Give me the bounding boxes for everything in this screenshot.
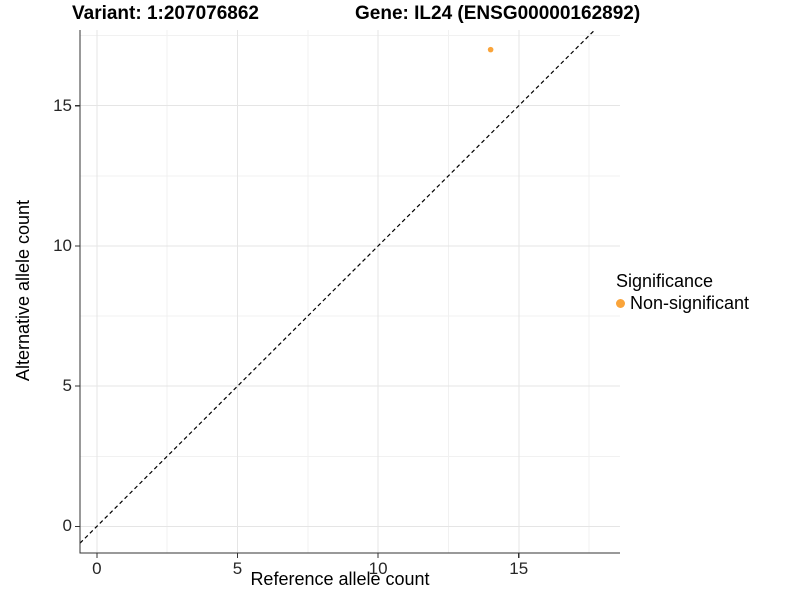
legend-item-non-significant: Non-significant — [616, 293, 800, 314]
legend-item-label: Non-significant — [630, 293, 750, 313]
legend-title: Significance — [616, 271, 714, 291]
y-tick-label: 10 — [53, 235, 72, 255]
x-tick-label: 5 — [232, 559, 243, 578]
x-tick-label: 0 — [92, 559, 102, 578]
data-point — [487, 46, 494, 53]
x-tick-label: 15 — [509, 559, 529, 578]
circle-icon — [616, 299, 625, 308]
legend: Significance Non-significant — [616, 270, 800, 314]
plot-title-variant: Variant: 1:207076862 — [72, 3, 259, 24]
x-axis-title: Reference allele count — [250, 569, 430, 589]
y-tick-label: 5 — [62, 376, 72, 396]
y-axis-title: Alternative allele count — [13, 199, 33, 382]
y-tick-label: 15 — [53, 95, 72, 115]
y-tick-label: 0 — [62, 516, 72, 536]
plot-title-gene: Gene: IL24 (ENSG00000162892) — [355, 3, 641, 24]
identity-reference-line — [79, 29, 596, 544]
x-tick-label: 10 — [368, 559, 388, 578]
